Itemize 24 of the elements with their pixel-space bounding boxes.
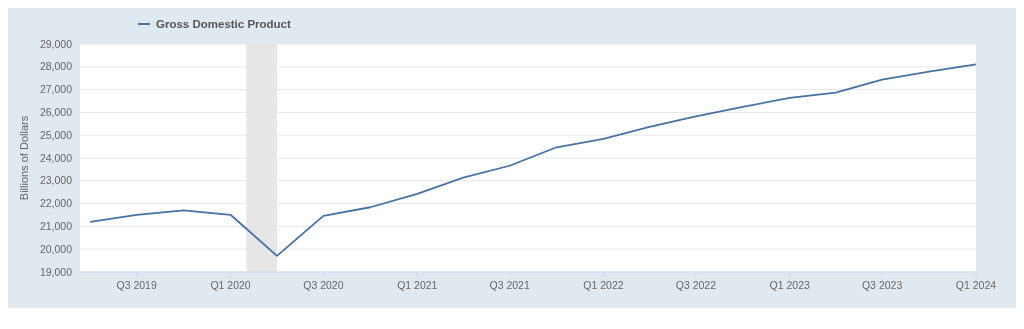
y-tick-label: 22,000 [39, 197, 73, 210]
x-tick-label: Q1 2022 [583, 279, 624, 291]
x-tick-label: Q3 2021 [489, 279, 530, 291]
x-tick-label: Q3 2022 [675, 279, 717, 291]
y-tick-label: 29,000 [39, 37, 73, 50]
y-tick-label: 20,000 [39, 242, 73, 255]
y-tick-label: 19,000 [39, 265, 73, 278]
x-tick-label: Q1 2023 [769, 279, 811, 291]
x-tick-label: Q1 2020 [210, 279, 251, 291]
y-tick-label: 25,000 [39, 128, 73, 141]
y-tick-label: 26,000 [39, 106, 73, 119]
y-tick-label: 27,000 [39, 83, 73, 96]
legend-label: Gross Domestic Product [156, 18, 292, 31]
y-tick-label: 24,000 [39, 151, 73, 164]
x-tick-label: Q1 2021 [397, 279, 438, 291]
y-axis-title: Billions of Dollars [18, 115, 30, 201]
x-tick-label: Q1 2024 [955, 279, 997, 291]
y-tick-label: 23,000 [39, 174, 73, 187]
x-tick-label: Q3 2019 [116, 279, 157, 291]
y-tick-label: 28,000 [39, 60, 73, 73]
x-tick-label: Q3 2020 [303, 279, 344, 291]
y-tick-label: 21,000 [39, 220, 73, 233]
line-series [89, 63, 977, 257]
x-tick-label: Q3 2023 [861, 279, 903, 291]
